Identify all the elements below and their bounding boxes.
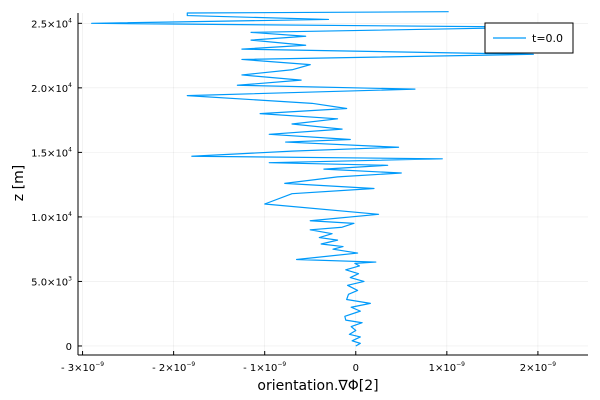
grid-lines [78,13,588,355]
axis-ticks: - 3×10−9 - 2×10−9 - 1×10−9 0 1×10−9 2×10−9 0 5.… [31,17,556,374]
y-tick-label: 2.5×104 [31,17,72,30]
y-tick-label: 1.5×104 [31,146,72,159]
y-tick-label: 1.0×104 [31,211,72,224]
x-tick-label: 2×10−9 [520,361,556,374]
y-tick-label: 0 [66,342,72,353]
x-tick-label: 1×10−9 [429,361,465,374]
series-line [91,11,544,347]
x-tick-label: - 3×10−9 [61,361,104,374]
x-tick-label: 0 [353,363,359,374]
y-tick-label: 5.0×103 [31,275,72,288]
y-axis-label: z [m] [11,165,27,201]
plot-frame [77,13,588,356]
legend-label: t=0.0 [532,32,563,45]
legend: t=0.0 [484,22,574,54]
x-axis-label: orientation.∇Φ[2] [257,378,378,394]
x-tick-label: - 1×10−9 [243,361,286,374]
x-tick-label: - 2×10−9 [152,361,195,374]
series-layer [91,11,544,347]
y-tick-label: 2.0×104 [31,82,72,95]
